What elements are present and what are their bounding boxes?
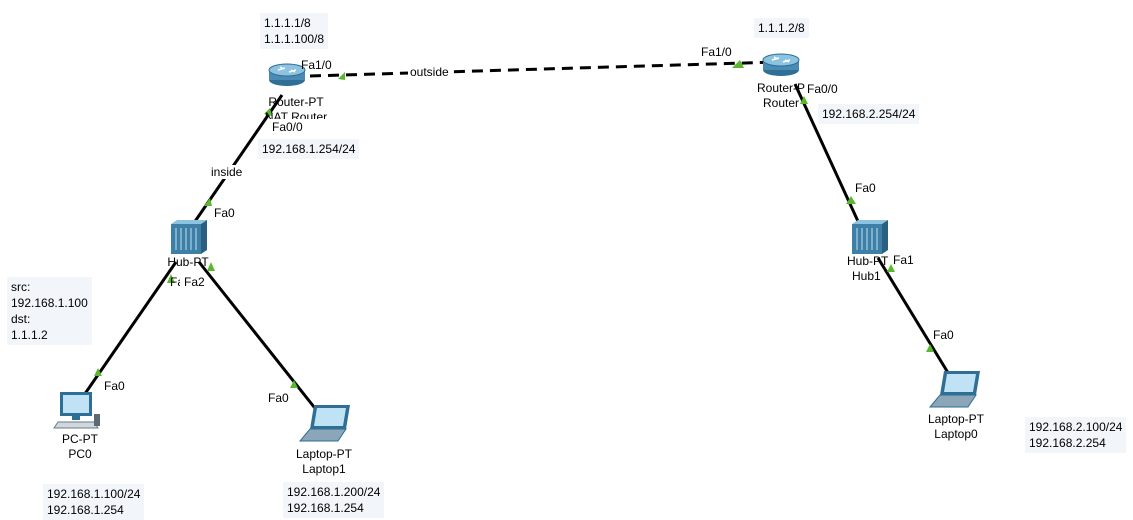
ip-line: 1.1.1.2/8 [758,21,805,35]
ip-line: 192.168.2.100/24 [1029,420,1123,434]
ip-line: 192.168.2.254 [1029,436,1106,450]
link-label-inside: inside [209,165,245,179]
nat-router-label[interactable]: Router-PT NAT Router [262,95,330,119]
hub0-label[interactable]: Hub-PT [164,255,212,270]
link-up-indicator [207,262,215,271]
laptop1-ip-note[interactable]: 192.168.1.200/24 192.168.1.254 [283,482,385,518]
link-up-indicator [204,198,212,206]
device-name: PC0 [68,447,92,461]
cable-router-hub0[interactable] [185,94,284,234]
router-icon[interactable] [268,63,306,86]
port-label: Fa1/0 [701,45,732,59]
cable-hub1-laptop0[interactable] [876,257,952,377]
port-label: Fa2 [184,275,205,289]
port-label: Fa0/0 [272,120,303,134]
ip-line: 192.168.1.100/24 [47,487,141,501]
ip-line: 192.168.1.254/24 [262,142,356,156]
remote-router-label[interactable]: Router-PT Router [757,81,805,111]
port-label: Fa1/0 [301,58,332,72]
device-type: Laptop-PT [927,412,985,426]
link-up-indicator [290,380,298,388]
device-type: PC-PT [62,432,98,446]
port-label: Fa0/0 [807,82,838,96]
port-label: Fa0 [214,206,235,220]
nat-router-outside-ip-note[interactable]: 1.1.1.1/8 1.1.1.100/8 [260,13,329,49]
link-up-indicator [94,368,102,376]
port-label: Fa0 [933,328,954,342]
note-line: src: [11,280,31,294]
laptop-icon[interactable] [298,405,350,442]
router-icon[interactable] [762,53,800,76]
laptop1-label[interactable]: Laptop-PT Laptop1 [286,447,362,477]
device-type: Hub-PT [167,255,209,269]
device-name: Router [762,96,800,110]
port-label: Fa0 [268,391,289,405]
ip-line: 1.1.1.1/8 [264,16,311,30]
link-up-indicator [732,60,744,68]
port-label: Fa0 [855,181,876,195]
device-type: Router-PT [757,81,805,95]
link-label-outside: outside [408,65,451,79]
hub-icon[interactable] [171,220,207,254]
device-type: Router-PT [268,95,324,109]
port-label: Fa0 [104,379,125,393]
hub1-label[interactable]: Hub-PT Hub1 [847,254,890,284]
remote-router-ip-note[interactable]: 1.1.1.2/8 [754,18,809,38]
nat-router-inside-ip-note[interactable]: 192.168.1.254/24 [258,139,360,159]
port-label: Fa1 [170,275,180,289]
laptop0-ip-note[interactable]: 192.168.2.100/24 192.168.2.254 [1025,417,1127,453]
laptop-icon[interactable] [928,371,980,408]
device-name: NAT Router [264,110,328,119]
cable-hub0-pc0[interactable] [80,261,178,399]
ip-line: 192.168.1.200/24 [287,485,381,499]
device-name: Laptop0 [934,427,978,441]
link-up-indicator [167,274,175,283]
link-up-indicator [887,264,895,272]
cable-hub0-laptop1[interactable] [197,261,320,413]
src-dst-note[interactable]: src: 192.168.1.100 dst: 1.1.1.2 [7,277,92,345]
device-type: Hub-PT [847,254,889,268]
pc0-label[interactable]: PC-PT PC0 [50,432,110,462]
hub-icon[interactable] [852,220,888,254]
device-name: Hub1 [852,269,881,283]
note-line: dst: [11,312,31,326]
ip-line: 192.168.1.254 [47,503,124,517]
pc0-ip-note[interactable]: 192.168.1.100/24 192.168.1.254 [43,484,145,520]
desktop-pc-icon[interactable] [53,392,100,429]
device-name: Laptop1 [302,462,346,476]
link-up-indicator [264,108,272,116]
note-line: 192.168.1.100 [11,296,88,310]
remote-router-inside-ip-note[interactable]: 192.168.2.254/24 [818,104,920,124]
laptop0-label[interactable]: Laptop-PT Laptop0 [918,412,994,442]
cable-outside[interactable] [309,60,779,78]
ip-line: 192.168.1.254 [287,501,364,515]
port-label: Fa1 [893,253,914,267]
link-up-indicator [800,96,808,104]
device-type: Laptop-PT [295,447,353,461]
ip-line: 192.168.2.254/24 [822,107,916,121]
cable-router-hub1[interactable] [793,83,864,231]
note-line: 1.1.1.2 [11,328,48,342]
link-up-indicator [926,344,934,352]
link-up-indicator [846,196,856,204]
ip-line: 1.1.1.100/8 [264,32,325,46]
link-up-indicator [338,72,345,80]
